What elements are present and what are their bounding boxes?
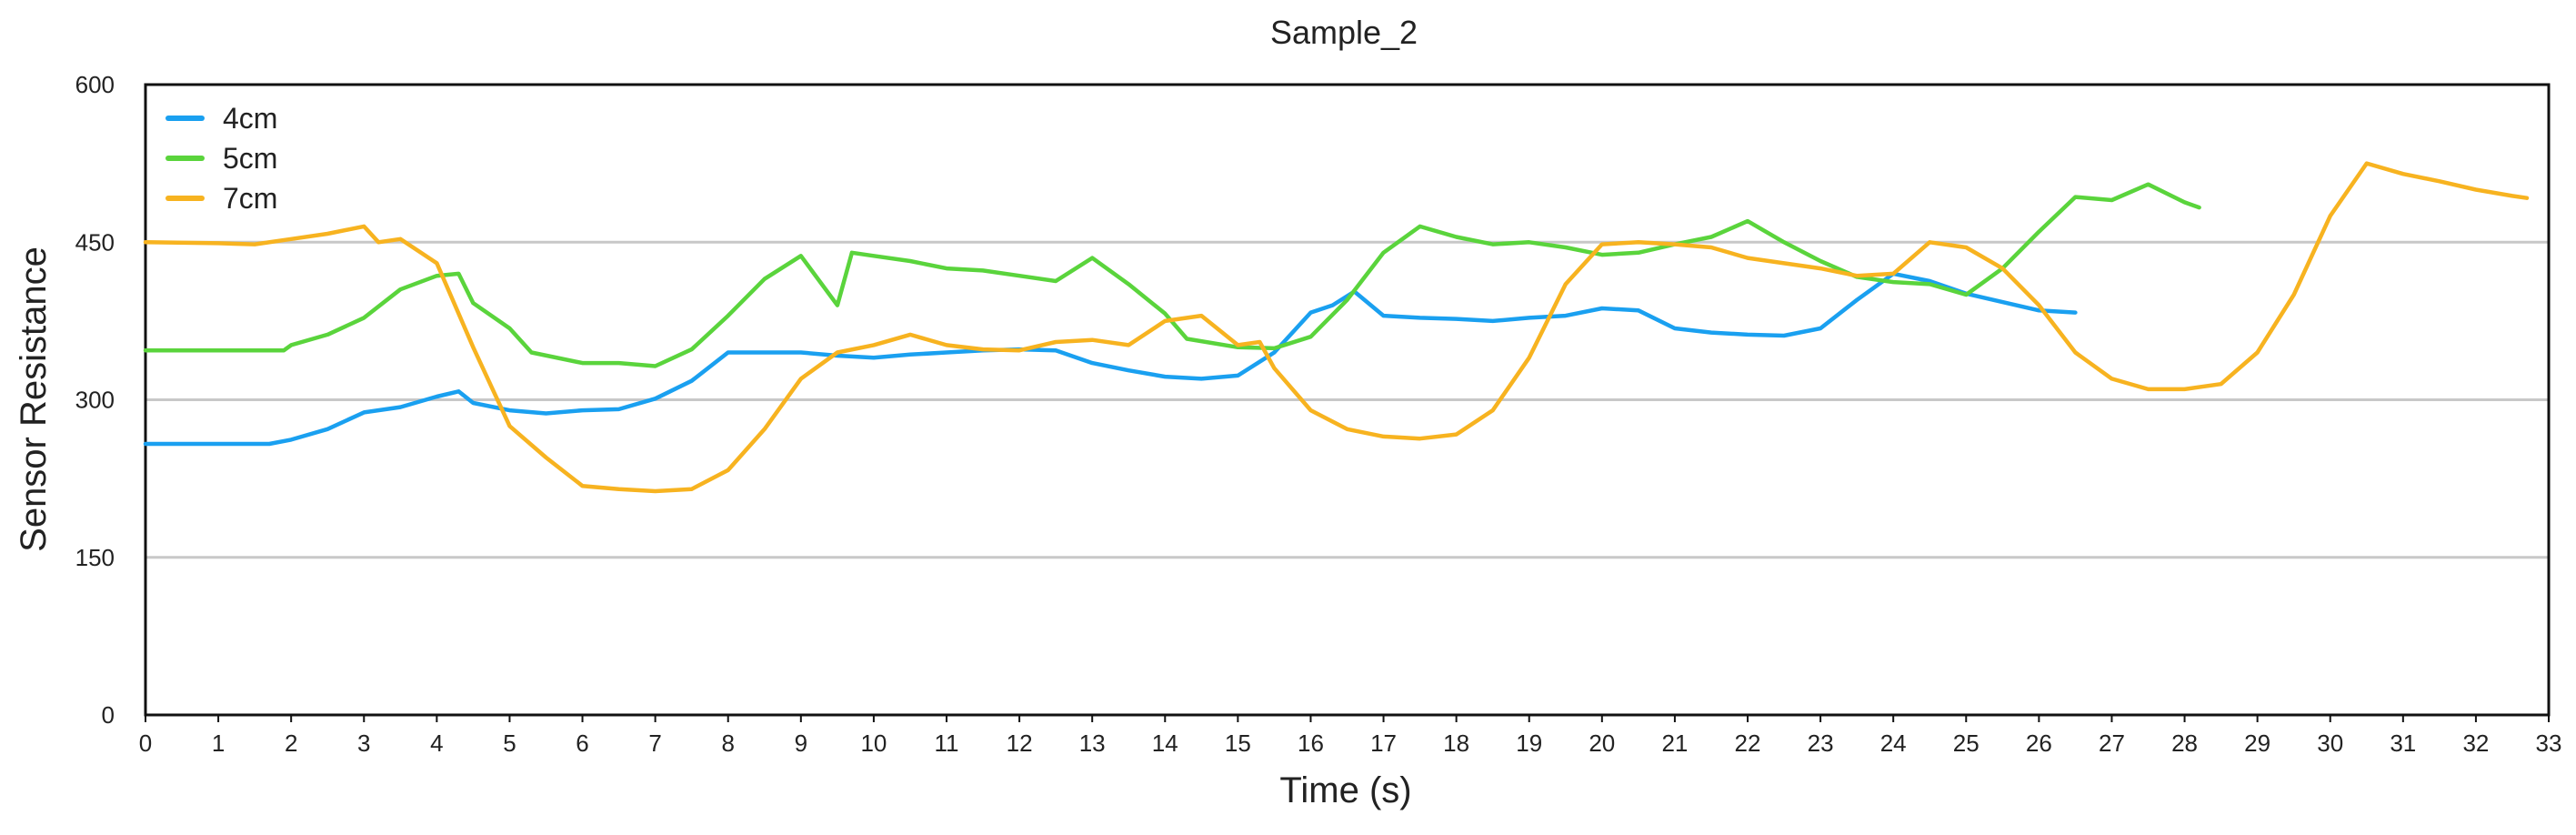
x-tick-label: 13 (1079, 729, 1106, 757)
x-tick-label: 14 (1152, 729, 1178, 757)
series-line-4cm (143, 271, 2078, 447)
x-tick-label: 20 (1589, 729, 1615, 757)
legend-label-7cm: 7cm (223, 182, 277, 215)
x-tick-label: 32 (2462, 729, 2489, 757)
plot-area-border (144, 83, 2551, 717)
y-tick-label: 300 (75, 387, 115, 414)
x-tick-label: 1 (212, 729, 225, 757)
x-tick-label: 7 (648, 729, 661, 757)
x-tick-label: 33 (2536, 729, 2562, 757)
x-tick-label: 2 (285, 729, 297, 757)
legend-label-4cm: 4cm (223, 102, 277, 135)
x-tick-label: 5 (503, 729, 516, 757)
gridlines (145, 240, 2549, 559)
y-tick-label: 150 (75, 544, 115, 571)
legend: 4cm 5cm 7cm (165, 102, 277, 215)
legend-label-5cm: 5cm (223, 142, 277, 175)
x-tick-label: 23 (1808, 729, 1834, 757)
x-tick-label: 28 (2171, 729, 2198, 757)
x-tick-label: 11 (935, 729, 959, 757)
y-tick-label: 600 (75, 71, 115, 98)
x-tick-label: 31 (2390, 729, 2416, 757)
x-tick-label: 15 (1225, 729, 1251, 757)
x-tick-label: 8 (721, 729, 734, 757)
x-axis-ticks: 0 1 2 3 4 5 6 7 8 9 10 11 12 13 14 15 16 17 18 19 20 21 22 23 24… (139, 715, 2562, 757)
x-tick-label: 17 (1370, 729, 1397, 757)
x-tick-label: 10 (860, 729, 887, 757)
x-tick-label: 12 (1007, 729, 1033, 757)
y-axis-ticks: 0 150 300 450 600 (75, 71, 115, 729)
series-line-5cm (143, 182, 2201, 368)
x-tick-label: 16 (1298, 729, 1324, 757)
y-axis-label: Sensor Resistance (14, 246, 54, 552)
x-tick-label: 9 (795, 729, 807, 757)
x-tick-label: 18 (1443, 729, 1469, 757)
series-lines (143, 161, 2530, 494)
x-tick-label: 22 (1735, 729, 1761, 757)
x-tick-label: 25 (1953, 729, 1980, 757)
x-tick-label: 30 (2317, 729, 2343, 757)
y-tick-label: 450 (75, 228, 115, 256)
series-line-7cm (143, 161, 2530, 494)
x-tick-label: 29 (2244, 729, 2270, 757)
x-tick-label: 21 (1661, 729, 1688, 757)
x-axis-label: Time (s) (1279, 770, 1411, 810)
x-tick-label: 26 (2026, 729, 2052, 757)
chart-title: Sample_2 (1270, 14, 1418, 51)
x-tick-label: 24 (1880, 729, 1907, 757)
x-tick-label: 3 (357, 729, 370, 757)
x-tick-label: 0 (139, 729, 152, 757)
x-tick-label: 4 (430, 729, 443, 757)
x-tick-label: 27 (2099, 729, 2125, 757)
y-tick-label: 0 (102, 701, 115, 729)
x-tick-label: 6 (576, 729, 588, 757)
x-tick-label: 19 (1516, 729, 1542, 757)
